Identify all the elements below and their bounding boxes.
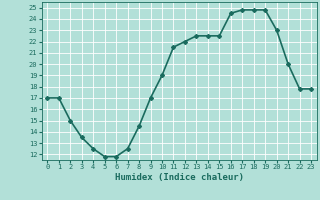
- X-axis label: Humidex (Indice chaleur): Humidex (Indice chaleur): [115, 173, 244, 182]
